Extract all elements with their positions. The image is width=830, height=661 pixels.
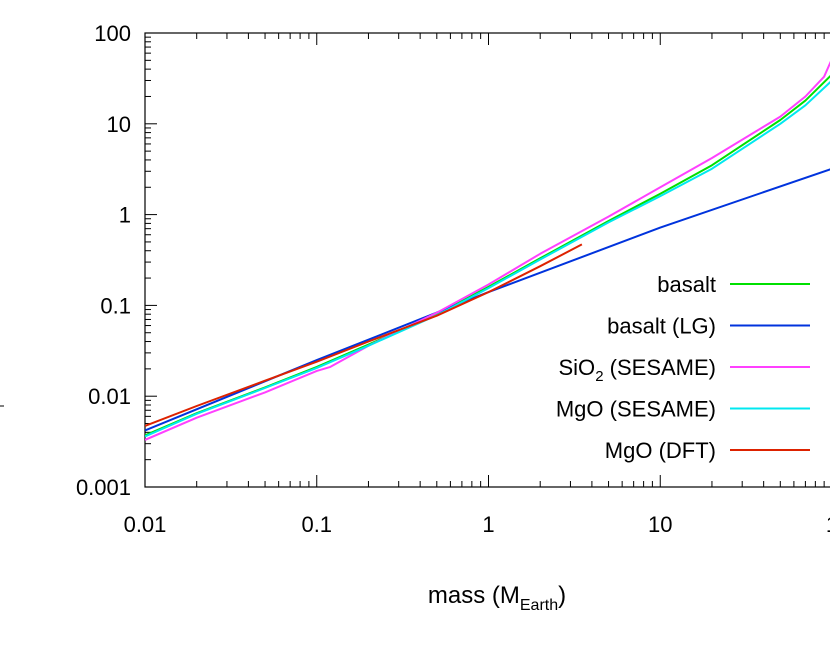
series-line-2 bbox=[145, 60, 830, 441]
x-axis-label: mass (MEarth) bbox=[428, 582, 566, 614]
legend: basalt basalt (LG) SiO2 (SESAME) MgO (SESAM… bbox=[556, 272, 810, 463]
legend-label: basalt bbox=[657, 272, 716, 297]
y-tick-label: 1 bbox=[119, 203, 131, 228]
ticks-layer: 0.01 0.1 1 10 1 100 10 1 0.1 0.01 0.001 bbox=[76, 21, 830, 537]
legend-label: MgO (SESAME) bbox=[556, 397, 716, 422]
legend-label: MgO (DFT) bbox=[605, 438, 716, 463]
legend-label: basalt (LG) bbox=[607, 314, 716, 339]
y-tick-label: 100 bbox=[94, 21, 131, 46]
plot-frame bbox=[144, 32, 830, 488]
x-tick-label: 0.1 bbox=[301, 512, 332, 537]
series-line-4 bbox=[145, 243, 583, 427]
y-tick-label: 10 bbox=[107, 112, 131, 137]
x-tick-label: 1 bbox=[482, 512, 494, 537]
series-line-3 bbox=[145, 80, 830, 438]
series-layer bbox=[145, 60, 830, 441]
x-tick-label: 0.01 bbox=[124, 512, 167, 537]
x-tick-label: 10 bbox=[648, 512, 672, 537]
y-tick-label: 0.1 bbox=[100, 293, 131, 318]
series-line-0 bbox=[145, 74, 830, 437]
series-line-1 bbox=[145, 168, 830, 432]
x-tick-label: 1 bbox=[826, 512, 830, 537]
legend-label: SiO2 (SESAME) bbox=[559, 355, 717, 385]
y-tick-label: 0.001 bbox=[76, 475, 131, 500]
y-tick-label: 0.01 bbox=[88, 384, 131, 409]
